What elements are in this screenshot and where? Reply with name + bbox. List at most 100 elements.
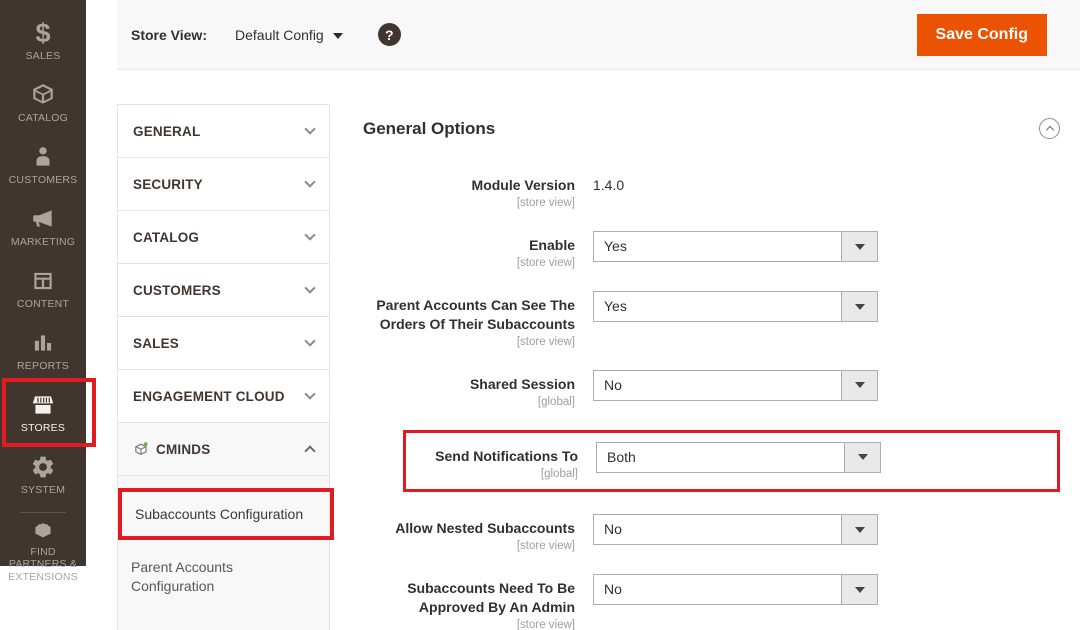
sidebar-item-label: MARKETING (10, 236, 76, 249)
section-title: General Options (363, 118, 496, 138)
field-label: Module Version (471, 177, 575, 193)
sidebar-item-label: SYSTEM (20, 484, 66, 497)
field-allow-nested-subaccounts: Allow Nested Subaccounts [store view] No (363, 514, 1060, 552)
field-parent-accounts-can-see-orders: Parent Accounts Can See The Orders Of Th… (363, 291, 1060, 348)
sidebar-item-stores[interactable]: STORES (0, 378, 96, 447)
cminds-subsection-list: Subaccounts Configuration Parent Accounts… (118, 476, 334, 630)
sidebar-item-label: CATALOG (17, 112, 69, 125)
select-current-value: No (604, 376, 622, 393)
storefront-icon (29, 391, 57, 419)
shared-session-select[interactable]: No (593, 369, 878, 401)
chevron-up-icon (1045, 125, 1054, 135)
dropdown-arrow-button[interactable] (844, 442, 880, 472)
config-nav-section-customers[interactable]: CUSTOMERS (118, 264, 329, 317)
general-options-header: General Options (363, 118, 1060, 139)
field-label: Send Notifications To (435, 447, 578, 464)
brick-icon (29, 517, 57, 543)
field-scope-note: [global] (540, 468, 578, 481)
dropdown-arrow-button[interactable] (841, 575, 877, 605)
field-label: Shared Session (469, 375, 575, 392)
field-send-notifications-to: Send Notifications To [global] Both (403, 429, 1060, 493)
field-shared-session: Shared Session [global] No (363, 369, 1060, 408)
enable-select[interactable]: Yes (593, 231, 878, 263)
person-icon (29, 143, 57, 171)
field-control-column: 1.4.0 (593, 176, 624, 209)
dropdown-arrow-icon (857, 454, 868, 461)
sidebar-item-label: REPORTS (17, 360, 69, 373)
config-content: General Options Module Version [store vie… (330, 104, 1080, 630)
field-label: Allow Nested Subaccounts (395, 520, 575, 537)
store-view-switcher[interactable]: Default Config (235, 27, 343, 43)
field-scope-note: [store view] (516, 335, 575, 348)
config-nav-subitem-subaccounts-configuration[interactable]: Subaccounts Configuration (118, 488, 334, 540)
chevron-down-icon (332, 32, 343, 39)
admin-sidebar: $ SALES CATALOG CUSTOMERS MARKETING CONTENT RE… (0, 0, 96, 583)
config-nav-section-label: CMINDS (156, 441, 211, 457)
config-nav-subitem-parent-accounts-configuration[interactable]: Parent Accounts Configuration (131, 559, 233, 594)
chevron-down-icon (304, 335, 316, 347)
select-current-value: No (604, 521, 622, 538)
dropdown-arrow-icon (854, 586, 865, 593)
field-scope-note: [store view] (516, 197, 575, 210)
subaccounts-need-approval-select[interactable]: No (593, 574, 878, 606)
select-current-value: Both (607, 448, 636, 465)
field-label-column: Enable [store view] (363, 231, 575, 269)
field-control-column: Both (596, 441, 881, 480)
select-current-value: No (604, 581, 622, 598)
page-area: Store View: Default Config ? Save Config… (86, 0, 1080, 630)
sidebar-item-sales[interactable]: $ SALES (0, 10, 86, 72)
send-notifications-to-select[interactable]: Both (596, 441, 881, 473)
allow-nested-subaccounts-select[interactable]: No (593, 514, 878, 546)
dropdown-arrow-button[interactable] (841, 515, 877, 545)
config-nav-section-general[interactable]: GENERAL (118, 105, 329, 158)
field-label-column: Module Version [store view] (363, 176, 575, 209)
sidebar-item-label: STORES (20, 422, 66, 435)
field-enable: Enable [store view] Yes (363, 231, 1060, 269)
sidebar-item-marketing[interactable]: MARKETING (0, 196, 86, 258)
sidebar-item-system[interactable]: SYSTEM (0, 444, 86, 506)
sidebar-item-content[interactable]: CONTENT (0, 258, 86, 320)
field-label: Parent Accounts Can See The Orders Of Th… (376, 297, 575, 332)
cminds-cube-icon (133, 441, 150, 458)
megaphone-icon (29, 205, 57, 233)
field-scope-note: [store view] (516, 618, 575, 630)
box-icon (29, 81, 57, 109)
dollar-icon: $ (35, 17, 51, 48)
config-nav-section-label: ENGAGEMENT CLOUD (133, 388, 285, 404)
config-nav-section-sales[interactable]: SALES (118, 317, 329, 370)
store-view-label: Store View: (131, 26, 207, 43)
sidebar-item-label: CONTENT (16, 298, 70, 311)
field-module-version: Module Version [store view] 1.4.0 (363, 176, 1060, 209)
config-nav-section-catalog[interactable]: CATALOG (118, 211, 329, 264)
dropdown-arrow-icon (854, 526, 865, 533)
parent-accounts-can-see-orders-select[interactable]: Yes (593, 291, 878, 323)
config-nav-section-label: GENERAL (133, 123, 201, 139)
sidebar-item-catalog[interactable]: CATALOG (0, 72, 86, 134)
dropdown-arrow-button[interactable] (841, 292, 877, 322)
field-control-column: No (593, 574, 878, 630)
save-config-button[interactable]: Save Config (916, 13, 1047, 56)
chevron-down-icon (304, 176, 316, 188)
field-label-column: Subaccounts Need To Be Approved By An Ad… (363, 574, 575, 630)
field-label: Enable (529, 237, 575, 254)
config-nav-section-cminds[interactable]: CMINDS (118, 423, 329, 476)
help-icon[interactable]: ? (377, 23, 401, 46)
dropdown-arrow-button[interactable] (841, 232, 877, 262)
dropdown-arrow-button[interactable] (841, 370, 877, 400)
field-label-column: Shared Session [global] (363, 370, 575, 408)
config-nav-section-engagement-cloud[interactable]: ENGAGEMENT CLOUD (118, 370, 329, 423)
config-nav-section-security[interactable]: SECURITY (118, 158, 329, 211)
sidebar-item-find-partners[interactable]: FIND PARTNERS & EXTENSIONS (0, 517, 86, 583)
config-nav-section-label: SECURITY (133, 176, 203, 192)
field-control-column: No (593, 369, 878, 408)
field-scope-note: [global] (537, 395, 575, 408)
page-body: GENERAL SECURITY CATALOG CUSTOMERS SALES ENGA… (117, 70, 1080, 630)
config-nav: GENERAL SECURITY CATALOG CUSTOMERS SALES ENGA… (117, 104, 334, 630)
config-nav-sections: GENERAL SECURITY CATALOG CUSTOMERS SALES ENGA… (118, 105, 329, 476)
collapse-section-button[interactable] (1039, 118, 1060, 139)
sidebar-item-customers[interactable]: CUSTOMERS (0, 134, 86, 196)
sidebar-item-reports[interactable]: REPORTS (0, 320, 86, 382)
field-label-column: Send Notifications To [global] (406, 442, 578, 480)
sidebar-divider (20, 512, 66, 513)
field-scope-note: [store view] (516, 540, 575, 553)
